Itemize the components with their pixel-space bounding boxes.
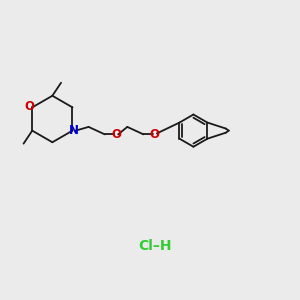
Text: N: N [69,124,79,137]
Text: O: O [111,128,121,141]
Text: Cl–H: Cl–H [138,239,171,253]
Text: O: O [150,128,160,141]
Text: O: O [24,100,34,113]
